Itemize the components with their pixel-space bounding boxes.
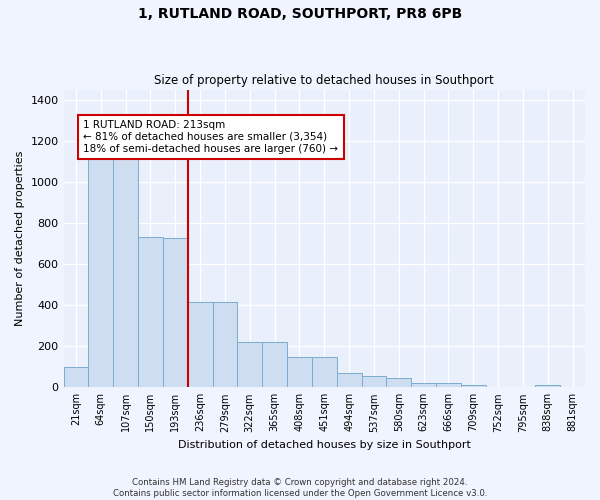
Bar — [386, 378, 411, 388]
Title: Size of property relative to detached houses in Southport: Size of property relative to detached ho… — [154, 74, 494, 87]
Bar — [461, 385, 485, 388]
Bar — [163, 238, 188, 388]
Bar — [113, 150, 138, 388]
Bar — [188, 302, 212, 388]
Bar — [287, 356, 312, 388]
Text: Contains HM Land Registry data © Crown copyright and database right 2024.
Contai: Contains HM Land Registry data © Crown c… — [113, 478, 487, 498]
Bar — [64, 367, 88, 388]
Bar — [312, 356, 337, 388]
X-axis label: Distribution of detached houses by size in Southport: Distribution of detached houses by size … — [178, 440, 471, 450]
Bar — [88, 149, 113, 388]
Bar — [535, 385, 560, 388]
Bar — [411, 383, 436, 388]
Bar — [337, 373, 362, 388]
Y-axis label: Number of detached properties: Number of detached properties — [15, 150, 25, 326]
Text: 1, RUTLAND ROAD, SOUTHPORT, PR8 6PB: 1, RUTLAND ROAD, SOUTHPORT, PR8 6PB — [138, 8, 462, 22]
Bar — [238, 342, 262, 388]
Bar — [362, 376, 386, 388]
Bar — [262, 342, 287, 388]
Bar — [212, 302, 238, 388]
Bar — [138, 238, 163, 388]
Bar — [436, 383, 461, 388]
Text: 1 RUTLAND ROAD: 213sqm
← 81% of detached houses are smaller (3,354)
18% of semi-: 1 RUTLAND ROAD: 213sqm ← 81% of detached… — [83, 120, 338, 154]
